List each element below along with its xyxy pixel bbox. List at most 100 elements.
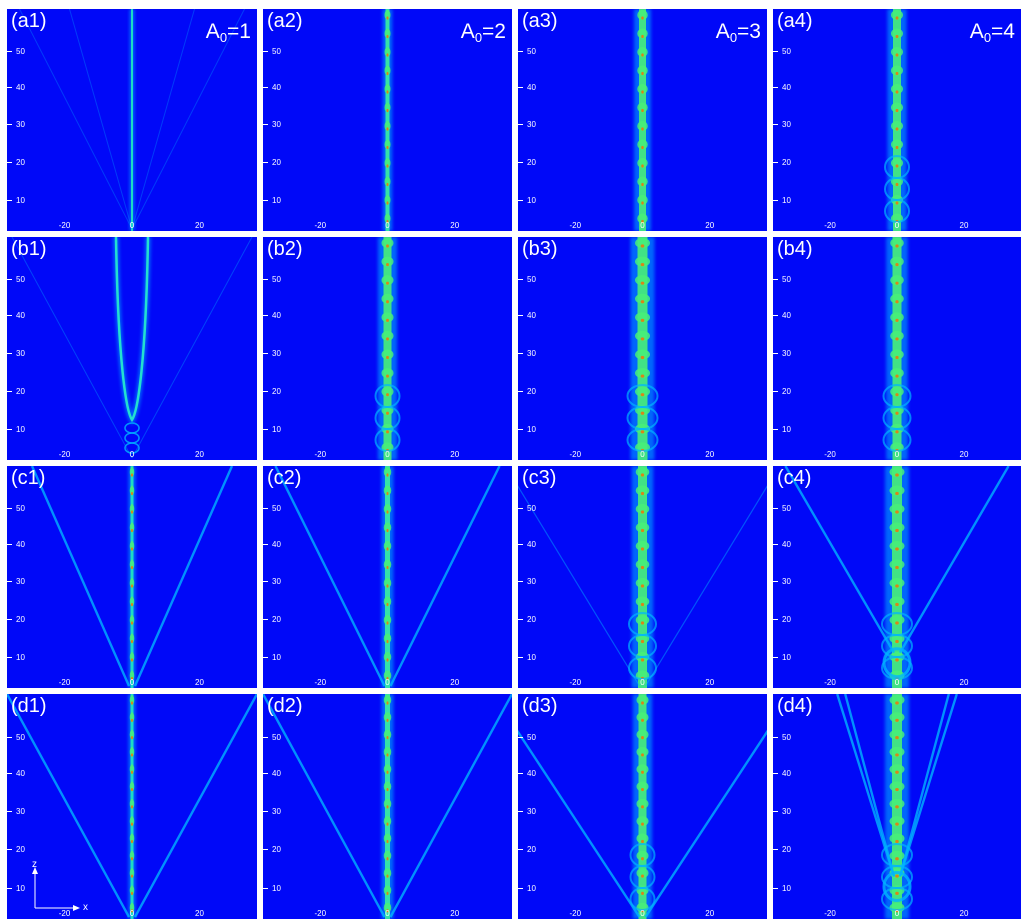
subplot-panel: 50 40 30 20 10 -20 0 20 (d3): [518, 694, 767, 919]
panel-label: (a3): [522, 10, 558, 32]
beam-propagation-image: [374, 237, 401, 460]
beam-bead: [129, 559, 135, 570]
beam-peak: [131, 547, 133, 551]
x-tick-label: 20: [195, 221, 204, 230]
beam-peak: [895, 857, 899, 861]
amplitude-subscript: 0: [219, 30, 228, 45]
beam-peak: [131, 805, 133, 809]
breathing-lobe: [629, 843, 656, 867]
beam-peak: [386, 34, 389, 39]
subplot-panel: 50 40 30 20 10 -20 0 20 (c4): [773, 466, 1021, 688]
amplitude-value: =2: [482, 20, 506, 43]
y-tick-label: 10: [518, 195, 536, 205]
beam-bead: [129, 467, 135, 477]
beam-peak: [895, 547, 899, 551]
beam-bead: [129, 885, 135, 896]
beam-peak: [640, 337, 645, 341]
beam-propagation-image: [784, 466, 1010, 688]
x-tick-label: 20: [959, 450, 969, 459]
beam-bead: [383, 798, 392, 809]
panel-label: (d4): [777, 695, 813, 717]
breathing-lobe: [882, 384, 912, 408]
beam-peak: [386, 473, 389, 477]
beam-peak: [895, 16, 899, 20]
beam-peak: [641, 839, 644, 844]
y-tick-label: 20: [773, 845, 791, 855]
radiation-line: [19, 9, 133, 230]
y-tick-label: 20: [7, 845, 25, 855]
beam-peak: [895, 127, 899, 131]
side-beam: [844, 694, 896, 877]
beam-peak: [895, 430, 899, 434]
beam-bead: [889, 615, 905, 625]
subplot-panel: 50 40 30 20 10 -20 0 20 (a2) A0=2: [263, 9, 512, 231]
beam-peak: [640, 658, 645, 662]
x-tick-label: 0: [640, 909, 645, 918]
beam-bead: [129, 764, 135, 775]
beam-propagation-image: [518, 466, 767, 688]
x-tick-label: 0: [640, 450, 645, 459]
subplot-panel: 50 40 30 20 10 -20 0 20 (c3): [518, 466, 767, 688]
subplot-panel: 50 40 30 20 10 -20 0 20 (d2): [263, 694, 512, 919]
beam-peak: [386, 602, 389, 607]
beam-peak: [641, 71, 644, 76]
beam-peak: [131, 658, 133, 662]
beam-bead: [636, 746, 649, 757]
beam-peak: [386, 639, 389, 644]
beam-bead: [129, 695, 135, 705]
beam-peak: [895, 411, 899, 415]
beam-peak: [131, 676, 133, 681]
amplitude-symbol: A: [715, 20, 730, 43]
y-tick-label: 30: [773, 120, 791, 130]
subplot-panel: 50 40 30 20 10 -20 0 20 (d4): [773, 694, 1021, 919]
y-tick-label: 40: [773, 311, 791, 321]
beam-peak: [640, 262, 645, 267]
beam-bead: [384, 84, 391, 94]
beam-peak: [895, 355, 899, 360]
beam-peak: [641, 874, 644, 878]
beam-bead: [889, 522, 905, 533]
subplot-panel: 50 40 30 20 10 -20 0 20 (c2): [263, 466, 512, 688]
beam-peak: [386, 909, 389, 913]
y-tick-label: 50: [263, 47, 281, 57]
beam-peak: [131, 718, 133, 722]
x-tick-label: 0: [385, 678, 390, 687]
y-tick-label: 10: [263, 424, 281, 434]
beam-peak: [131, 874, 133, 878]
y-tick-label: 50: [7, 47, 25, 57]
amplitude-symbol: A: [460, 20, 475, 43]
amplitude-symbol: A: [969, 20, 984, 43]
beam-bead: [383, 833, 392, 844]
beam-peak: [895, 528, 899, 533]
beam-peak: [895, 770, 899, 774]
y-tick-label: 10: [773, 883, 791, 893]
beam-peak: [386, 430, 389, 434]
beam-bead: [891, 28, 903, 39]
beam-bead: [129, 541, 135, 551]
beam-peak: [386, 891, 389, 895]
beam-bead: [383, 615, 392, 625]
beam-peak: [895, 337, 899, 341]
beam-peak: [386, 244, 389, 248]
beam-peak: [386, 510, 389, 514]
beam-peak: [640, 602, 645, 607]
y-tick-label: 10: [263, 195, 281, 205]
beam-peak: [386, 753, 389, 757]
beam-bead: [636, 833, 649, 844]
subplot-panel: 50 40 30 20 10 -20 0 20 (b4): [773, 237, 1021, 460]
amplitude-value: =1: [227, 20, 251, 43]
collision-spot: [882, 647, 912, 679]
beam-peak: [131, 639, 133, 644]
beam-peak: [895, 318, 899, 322]
beam-bead: [383, 764, 392, 775]
beam-bead: [891, 84, 903, 94]
beam-peak: [386, 701, 389, 705]
x-tick-label: -20: [569, 450, 582, 459]
y-tick-label: 20: [7, 158, 25, 168]
y-tick-label: 30: [518, 807, 536, 816]
beam-peak: [641, 145, 644, 150]
beam-peak: [131, 584, 133, 588]
beam-peak: [895, 584, 899, 588]
beam-bead: [129, 633, 135, 644]
beam-bead: [890, 275, 904, 286]
